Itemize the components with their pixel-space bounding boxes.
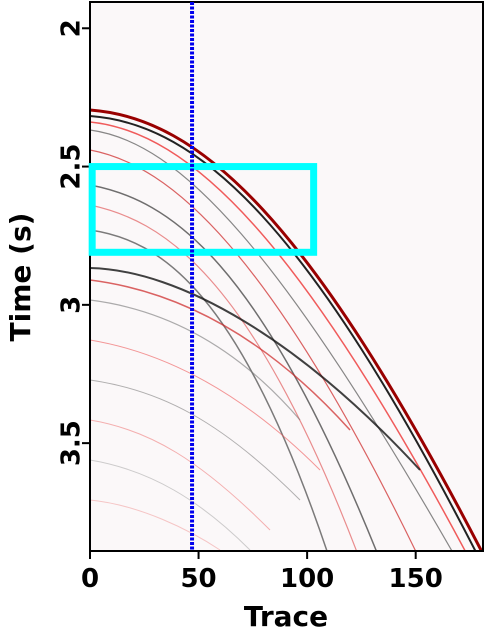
x-tick-label: 0 — [81, 564, 99, 594]
y-axis-label: Time (s) — [4, 213, 37, 342]
y-tick-label: 2.5 — [57, 144, 87, 190]
plot-frame — [89, 1, 484, 552]
x-tick-label: 100 — [280, 564, 334, 594]
x-axis-label: Trace — [244, 600, 328, 633]
y-tick-label: 3.5 — [57, 420, 87, 466]
x-tick-label: 150 — [389, 564, 443, 594]
y-tick-label: 3 — [57, 296, 87, 314]
y-tick-label: 2 — [57, 19, 87, 37]
highlight-box — [88, 163, 318, 256]
x-tick-label: 50 — [180, 564, 216, 594]
seismic-texture — [90, 2, 483, 551]
